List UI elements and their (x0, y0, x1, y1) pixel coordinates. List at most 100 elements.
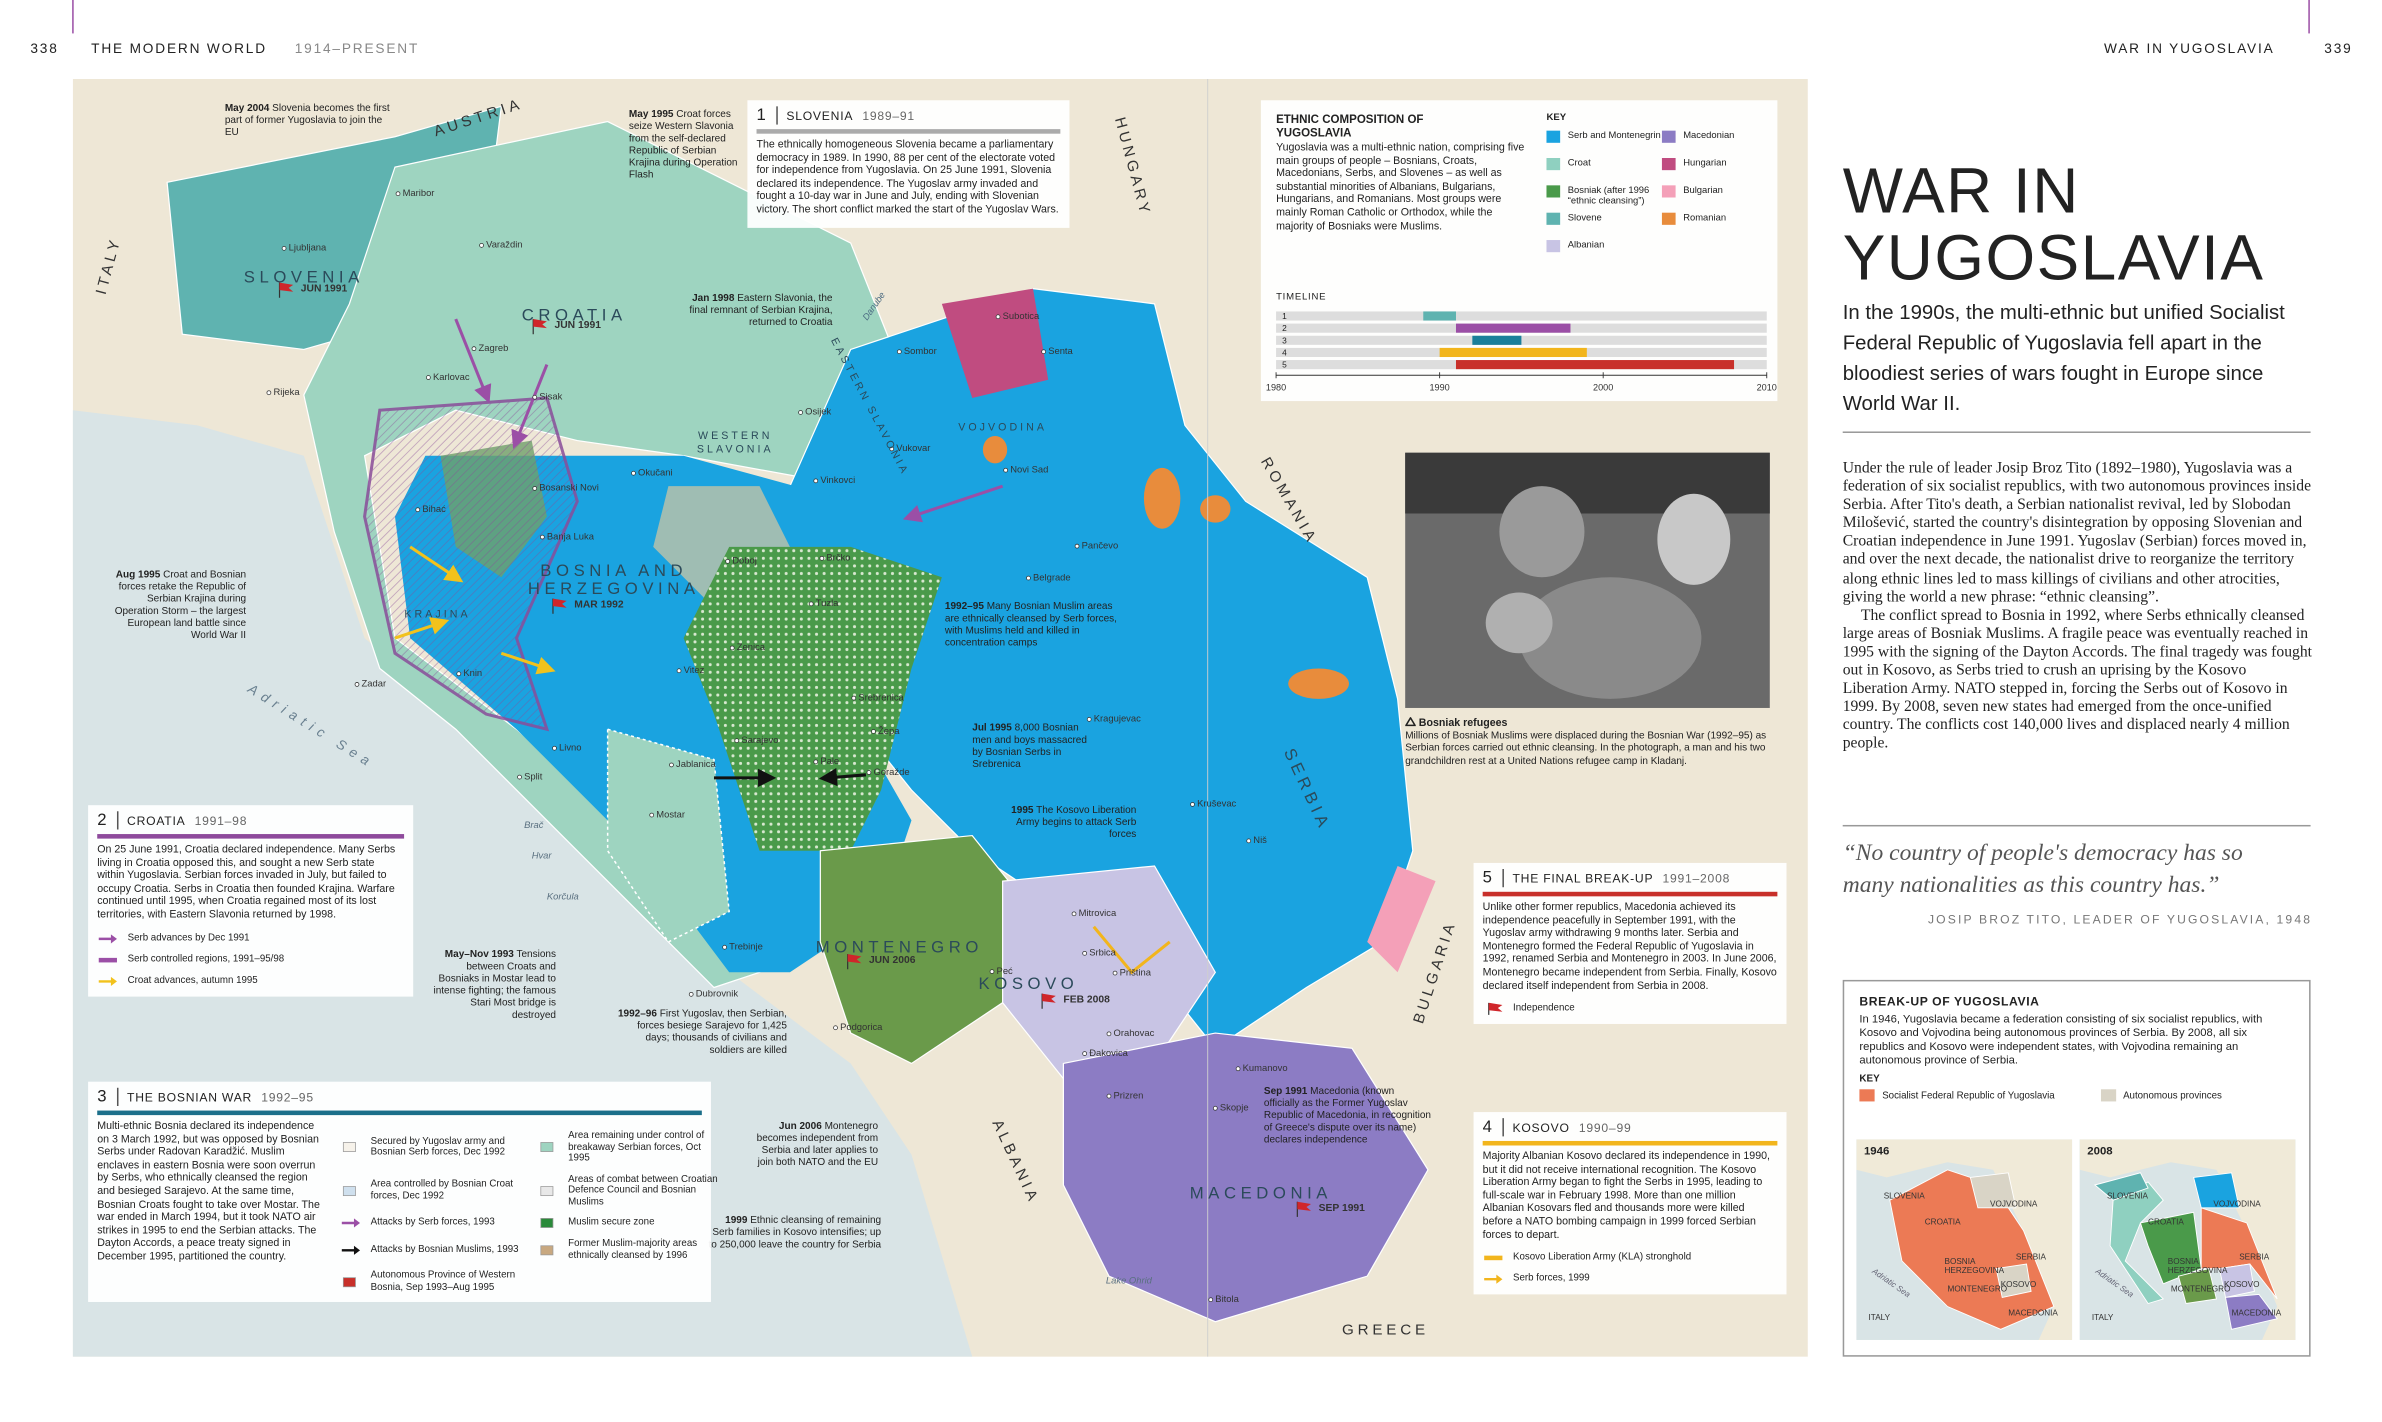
annotation-text: The Kosovo Liberation Army begins to att… (1016, 805, 1137, 841)
key-label: Romanian (1683, 212, 1727, 224)
annotation: Sep 1991 Macedonia (known officially as … (1264, 1086, 1431, 1147)
city-label: Tuzla (815, 598, 839, 610)
key-label: Autonomous provinces (2123, 1090, 2222, 1101)
city-dot (1082, 1051, 1088, 1056)
legend-item: Attacks by Serb forces, 1993 (340, 1217, 522, 1229)
city-dot (1071, 911, 1077, 917)
city-label: Đakovica (1089, 1048, 1128, 1059)
city-label: Ljubljana (288, 243, 327, 254)
city-label: Brčko (826, 552, 851, 564)
city-dot (395, 191, 401, 197)
section-head: 1 SLOVENIA 1989–91 (756, 106, 1061, 134)
city-dot (631, 470, 636, 476)
key-label: Hungarian (1683, 157, 1727, 169)
city-dot (354, 682, 360, 687)
page-number: 339 (2324, 41, 2353, 57)
legend-symbol (540, 1185, 554, 1196)
legend-label: Former Muslim-majority areas ethnically … (568, 1238, 698, 1261)
city-label: Belgrade (1033, 572, 1071, 584)
city-dot (833, 1025, 838, 1031)
city-dot (456, 671, 462, 677)
key: Socialist Federal Republic of Yugoslavia… (1859, 1089, 2293, 1102)
ethnic-box: ETHNIC COMPOSITION OF YUGOSLAVIA Yugosla… (1260, 100, 1778, 402)
independence-date: JUN 2006 (868, 955, 916, 967)
running-head: THE MODERN WORLD (91, 41, 267, 57)
key: Serb and Montenegrin Croat Bosniak (after … (1546, 130, 1771, 268)
city-label: Trebinje (729, 941, 763, 953)
independence-date: FEB 2008 (1063, 995, 1110, 1006)
city-label: Prizren (1113, 1090, 1144, 1102)
flag (533, 319, 547, 329)
city-dot (889, 446, 895, 452)
legend-symbol (1488, 1002, 1503, 1016)
city-dot (266, 390, 272, 396)
city-dot (989, 969, 995, 974)
city-dot (734, 738, 740, 743)
key-item: Hungarian (1661, 157, 1771, 185)
legend-item: Area controlled by Bosnian Croat forces,… (340, 1174, 522, 1208)
key-swatch (1546, 157, 1561, 171)
timeline: 1 2 3 4 5 1980 1990 2000 2010 (1266, 311, 1777, 392)
swatch (540, 1142, 554, 1153)
annotation: May–Nov 1993 Tensions between Croats and… (425, 950, 556, 1023)
legend-item: Serb forces, 1999 (1483, 1273, 1778, 1285)
annotation: 1992–95 Many Bosnian Muslim areas are et… (945, 602, 1127, 651)
box-title: BREAK-UP OF YUGOSLAVIA (1859, 995, 2040, 1009)
timeline-row-label: 5 (1282, 360, 1287, 370)
timeline-bar (1439, 347, 1587, 358)
section-title: CROATIA (127, 814, 186, 828)
key-swatch (1546, 240, 1561, 253)
section-title: SLOVENIA (786, 109, 854, 124)
city-label: Goražde (873, 767, 910, 778)
city-label: Bihać (422, 504, 446, 516)
city-dot (729, 645, 735, 651)
intro: In the 1990s, the multi-ethnic but unifi… (1842, 300, 2285, 415)
swatch (540, 1244, 554, 1255)
caption-title: Bosniak refugees (1404, 716, 1777, 731)
legend-item: Independence (1483, 1002, 1778, 1016)
legend-label: Attacks by Bosnian Muslims, 1993 (370, 1243, 519, 1255)
annotation: Aug 1995 Croat and Bosnian forces retake… (103, 570, 246, 643)
key-item: Autonomous provinces (2100, 1089, 2222, 1102)
rule (1842, 431, 2311, 433)
city-dot (813, 478, 819, 484)
key-swatch (1859, 1089, 1875, 1102)
legend-symbol (540, 1244, 554, 1255)
republic-shape (2177, 1268, 2217, 1305)
city-dot (1246, 838, 1252, 844)
city-label: Peć (996, 966, 1013, 977)
key-swatch (1546, 130, 1561, 143)
legend-symbol (342, 1142, 356, 1153)
city-dot (552, 745, 557, 751)
legend-item: Area remaining under control of breakawa… (538, 1130, 720, 1164)
city-label: Split (524, 771, 543, 783)
key-label: Slovene (1567, 212, 1602, 224)
section-body: The ethnically homogeneous Slovenia beca… (757, 140, 1061, 218)
box-text: In 1946, Yugoslavia became a federation … (1859, 1011, 2263, 1067)
timeline-bar (1472, 335, 1522, 345)
republic-shape (2218, 1263, 2255, 1298)
city-dot (649, 812, 655, 818)
swatch (353, 1218, 361, 1228)
timeline-row-label: 4 (1282, 347, 1287, 357)
region-label: SLOVENIA (243, 268, 364, 288)
mini-map-label: MACEDONIA (2008, 1309, 2058, 1319)
section-legend: Serb advances by Dec 1991 Serb controlled… (97, 932, 404, 987)
legend-label: Serb forces, 1999 (1513, 1273, 1590, 1285)
legend-symbol (98, 976, 117, 986)
annotation: 1992–96 First Yugoslav, then Serbian, fo… (614, 1009, 787, 1058)
city-dot (1208, 1297, 1214, 1303)
mini-map-label: CROATIA (2148, 1218, 2184, 1228)
section-body: Majority Albanian Kosovo declared its in… (1483, 1152, 1778, 1286)
city-dot (532, 394, 538, 400)
legend-label: Area remaining under control of breakawa… (568, 1130, 705, 1164)
legend-symbol (540, 1142, 554, 1153)
city-dot (995, 314, 1001, 320)
annotation-text: Croat forces seize Western Slavonia from… (628, 109, 738, 181)
legend-symbol (540, 1218, 554, 1228)
section-box: 3 THE BOSNIAN WAR 1992–95 Multi-ethnic Bosn… (88, 1081, 718, 1302)
annotation: 1995 The Kosovo Liberation Army begins t… (1009, 805, 1137, 841)
mini-map-label: BOSNIA HERZEGOVINA (2167, 1257, 2228, 1277)
